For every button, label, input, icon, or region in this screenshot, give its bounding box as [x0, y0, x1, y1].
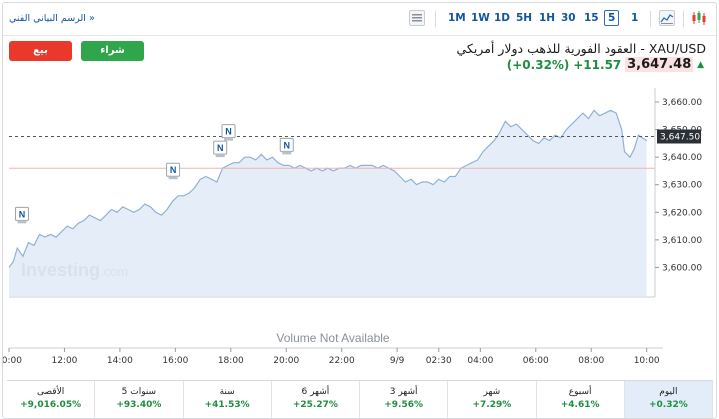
y-tick-label: 3,600.00 — [662, 263, 702, 273]
x-tick-label: 10:00 — [634, 356, 660, 366]
timeframe-30[interactable]: 30 — [561, 12, 576, 24]
price-chart[interactable]: Investing.com3,660.003,650.003,640.003,6… — [3, 3, 716, 378]
y-tick-label: 3,640.00 — [662, 153, 702, 163]
change-value: +11.57 — [573, 57, 622, 72]
timeframe-1W[interactable]: 1W — [471, 12, 490, 24]
period-label: الأقصى — [37, 387, 65, 397]
x-tick-label: 16:00 — [162, 356, 188, 366]
last-price-label-bg — [657, 129, 701, 144]
news-marker-shadow — [168, 176, 178, 180]
candlestick-icon[interactable] — [691, 10, 707, 26]
period-tab[interactable]: اليوم +0.32% — [624, 381, 713, 418]
buy-button[interactable]: شراء — [81, 41, 144, 61]
timeframe-15[interactable]: 15 — [584, 12, 599, 24]
x-tick-label: 20:00 — [273, 356, 299, 366]
x-tick-label: 10:00 — [3, 356, 22, 366]
table-view-icon[interactable] — [409, 10, 425, 26]
timeframe-1H[interactable]: 1H — [539, 12, 556, 24]
price-area-fill — [9, 110, 647, 297]
period-change: +4.61% — [560, 400, 600, 410]
news-marker-shadow — [224, 137, 234, 141]
last-price: 3,647.48 — [625, 57, 694, 72]
y-tick-label: 3,610.00 — [662, 236, 702, 246]
news-marker-label: N — [170, 165, 177, 175]
y-tick-label: 3,630.00 — [662, 181, 702, 191]
x-tick-label: 12:00 — [51, 356, 77, 366]
timeframe-1[interactable]: 1 — [631, 12, 639, 24]
period-tab[interactable]: 6 أشهر +25.27% — [272, 381, 360, 418]
period-change: +9,016.05% — [20, 400, 82, 410]
news-marker-label: N — [19, 209, 26, 219]
period-label: اليوم — [659, 387, 678, 397]
up-arrow-icon: ▲ — [697, 59, 704, 70]
x-tick-label: 14:00 — [107, 356, 133, 366]
news-marker-shadow — [17, 220, 27, 224]
period-change: +9.56% — [384, 400, 423, 410]
period-label: أسبوع — [568, 387, 592, 397]
toolbar-divider — [683, 11, 684, 27]
toolbar-divider — [650, 11, 651, 27]
timeframe-5[interactable]: 5 — [604, 10, 620, 26]
chart-toolbar: الرسم البياني الفني » 1M 1W 1D 5H 1H 30 … — [3, 3, 716, 36]
period-tab[interactable]: 3 أشهر +9.56% — [360, 381, 449, 418]
timeframe-5H[interactable]: 5H — [516, 12, 533, 24]
news-marker-label: N — [217, 143, 224, 153]
price-line — [8, 109, 648, 268]
sell-button[interactable]: بيع — [9, 41, 72, 61]
news-marker-label: N — [225, 127, 232, 137]
x-tick-label: 02:30 — [426, 356, 452, 366]
period-change: +0.32% — [648, 400, 688, 410]
period-tab[interactable]: الأقصى +9,016.05% — [7, 381, 96, 418]
last-price-label: 3,647.50 — [660, 132, 700, 142]
period-change: +7.29% — [472, 400, 512, 410]
news-marker-shadow — [282, 151, 292, 155]
period-tab[interactable]: 5 سنوات +93.40% — [95, 381, 184, 418]
period-tab[interactable]: أسبوع +4.61% — [537, 381, 625, 418]
x-tick-label: 04:00 — [467, 356, 493, 366]
y-tick-label: 3,620.00 — [662, 208, 702, 218]
instrument-title: XAU/USD - العقود الفورية للذهب دولار أمر… — [456, 41, 707, 56]
y-tick-label: 3,660.00 — [662, 98, 702, 108]
x-tick-label: 06:00 — [523, 356, 549, 366]
period-label: شهر — [483, 387, 501, 397]
x-tick-label: 9/9 — [390, 356, 405, 366]
performance-periods: اليوم +0.32% أسبوع +4.61% شهر +7.29% 3 أشهر +9.… — [7, 380, 713, 418]
period-label: سنة — [219, 387, 235, 397]
change-percent: (+0.32%) — [506, 57, 570, 72]
period-label: 3 أشهر — [389, 387, 418, 397]
x-tick-label: 08:00 — [578, 356, 604, 366]
timeframe-1M[interactable]: 1M — [448, 12, 466, 24]
period-label: 6 أشهر — [301, 387, 330, 397]
timeframe-1D[interactable]: 1D — [494, 12, 511, 24]
news-marker-label: N — [284, 140, 291, 150]
toolbar-divider — [435, 11, 436, 27]
volume-not-available-text: Volume Not Available — [276, 331, 390, 345]
period-label: 5 سنوات — [121, 387, 157, 397]
period-change: +93.40% — [116, 400, 162, 410]
period-tab[interactable]: شهر +7.29% — [448, 381, 537, 418]
technical-chart-link[interactable]: الرسم البياني الفني » — [9, 13, 95, 24]
price-summary: (+0.32%) +11.57 3,647.48 ▲ — [507, 57, 704, 75]
news-marker-shadow — [215, 154, 225, 158]
period-tab[interactable]: سنة +41.53% — [184, 381, 272, 418]
x-tick-label: 18:00 — [218, 356, 244, 366]
area-chart-icon[interactable] — [659, 10, 675, 26]
news-marker-icon — [221, 124, 236, 139]
x-tick-label: 22:00 — [329, 356, 355, 366]
period-change: +25.27% — [292, 400, 338, 410]
period-change: +41.53% — [204, 400, 250, 410]
